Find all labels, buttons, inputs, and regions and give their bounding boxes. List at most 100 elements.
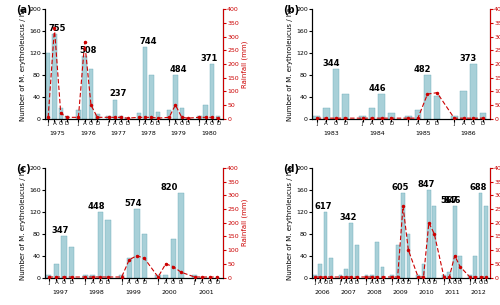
Bar bbox=[350, 223, 353, 278]
Bar bbox=[470, 64, 476, 119]
Bar bbox=[143, 48, 148, 119]
Bar bbox=[324, 212, 328, 278]
Bar bbox=[46, 53, 50, 119]
Bar bbox=[314, 116, 320, 119]
Text: 448: 448 bbox=[88, 202, 106, 211]
Bar bbox=[478, 193, 482, 278]
Bar bbox=[76, 110, 80, 119]
Bar bbox=[90, 275, 96, 278]
Text: 820: 820 bbox=[161, 183, 178, 192]
Bar bbox=[480, 113, 486, 119]
Y-axis label: Number of M. erythroleucus / ha: Number of M. erythroleucus / ha bbox=[20, 7, 26, 121]
Bar bbox=[323, 108, 330, 119]
Bar bbox=[58, 108, 63, 119]
Y-axis label: Number of M. erythroleucus / ha: Number of M. erythroleucus / ha bbox=[288, 166, 294, 280]
Text: 342: 342 bbox=[340, 213, 357, 222]
Bar bbox=[390, 275, 394, 278]
Text: 846: 846 bbox=[444, 196, 461, 205]
Bar bbox=[142, 234, 147, 278]
Text: 574: 574 bbox=[124, 199, 142, 208]
Bar bbox=[396, 245, 400, 278]
Text: 688: 688 bbox=[469, 183, 486, 192]
Bar bbox=[106, 220, 110, 278]
Bar bbox=[89, 70, 93, 119]
Bar bbox=[178, 193, 184, 278]
Bar bbox=[106, 116, 111, 119]
Text: 373: 373 bbox=[460, 54, 477, 63]
Bar bbox=[458, 256, 462, 278]
Bar bbox=[448, 272, 451, 278]
Bar bbox=[359, 116, 366, 119]
Bar bbox=[370, 275, 374, 278]
Bar bbox=[406, 234, 410, 278]
Bar bbox=[318, 264, 322, 278]
Text: 347: 347 bbox=[52, 226, 69, 235]
Bar bbox=[46, 275, 52, 278]
Text: 344: 344 bbox=[322, 59, 340, 68]
Y-axis label: Number of M. erythroleucus / ha: Number of M. erythroleucus / ha bbox=[288, 7, 294, 121]
Bar bbox=[82, 275, 88, 278]
Bar bbox=[126, 118, 130, 119]
Text: 567: 567 bbox=[440, 196, 458, 205]
Bar bbox=[82, 56, 87, 119]
Bar bbox=[442, 275, 446, 278]
Bar bbox=[163, 275, 168, 278]
Bar bbox=[134, 209, 140, 278]
Bar bbox=[95, 114, 100, 119]
Bar bbox=[65, 116, 70, 119]
Bar bbox=[156, 275, 161, 278]
Bar bbox=[376, 242, 379, 278]
Text: (d): (d) bbox=[284, 163, 300, 174]
Bar bbox=[432, 206, 436, 278]
Bar bbox=[197, 116, 202, 119]
Y-axis label: Number of M. erythroleucus / ha: Number of M. erythroleucus / ha bbox=[20, 166, 26, 280]
Bar bbox=[401, 193, 405, 278]
Text: 744: 744 bbox=[140, 38, 157, 46]
Bar bbox=[332, 70, 339, 119]
Bar bbox=[192, 275, 197, 278]
Bar bbox=[180, 108, 184, 119]
Bar bbox=[112, 99, 117, 119]
Bar bbox=[173, 75, 178, 119]
Y-axis label: Rainfall (mm): Rainfall (mm) bbox=[242, 199, 248, 246]
Bar bbox=[62, 236, 66, 278]
Bar bbox=[405, 116, 411, 119]
Text: 755: 755 bbox=[49, 24, 66, 33]
Text: 484: 484 bbox=[170, 65, 188, 74]
Bar bbox=[69, 247, 74, 278]
Bar bbox=[338, 275, 342, 278]
Bar bbox=[468, 275, 471, 278]
Bar bbox=[54, 264, 59, 278]
Bar bbox=[378, 94, 385, 119]
Text: 508: 508 bbox=[79, 46, 96, 55]
Bar bbox=[355, 245, 358, 278]
Bar bbox=[52, 34, 56, 119]
Bar bbox=[119, 275, 124, 278]
Bar bbox=[434, 96, 440, 119]
Text: 446: 446 bbox=[368, 84, 386, 93]
Bar bbox=[167, 110, 172, 119]
Bar bbox=[484, 206, 488, 278]
Bar bbox=[150, 75, 154, 119]
Text: 605: 605 bbox=[392, 183, 409, 192]
Bar bbox=[388, 113, 394, 119]
Bar bbox=[414, 110, 422, 119]
Bar bbox=[474, 256, 477, 278]
Bar bbox=[136, 113, 141, 119]
Bar bbox=[364, 275, 368, 278]
Y-axis label: Rainfall (mm): Rainfall (mm) bbox=[242, 40, 248, 88]
Bar bbox=[460, 91, 467, 119]
Bar bbox=[170, 239, 176, 278]
Bar bbox=[453, 206, 456, 278]
Bar bbox=[427, 190, 431, 278]
Bar bbox=[313, 275, 316, 278]
Bar bbox=[424, 75, 431, 119]
Bar bbox=[119, 116, 124, 119]
Bar bbox=[380, 267, 384, 278]
Text: 237: 237 bbox=[110, 89, 127, 99]
Text: 617: 617 bbox=[314, 202, 332, 211]
Bar bbox=[329, 258, 332, 278]
Text: 371: 371 bbox=[200, 54, 218, 63]
Bar bbox=[344, 269, 348, 278]
Text: (b): (b) bbox=[284, 5, 300, 15]
